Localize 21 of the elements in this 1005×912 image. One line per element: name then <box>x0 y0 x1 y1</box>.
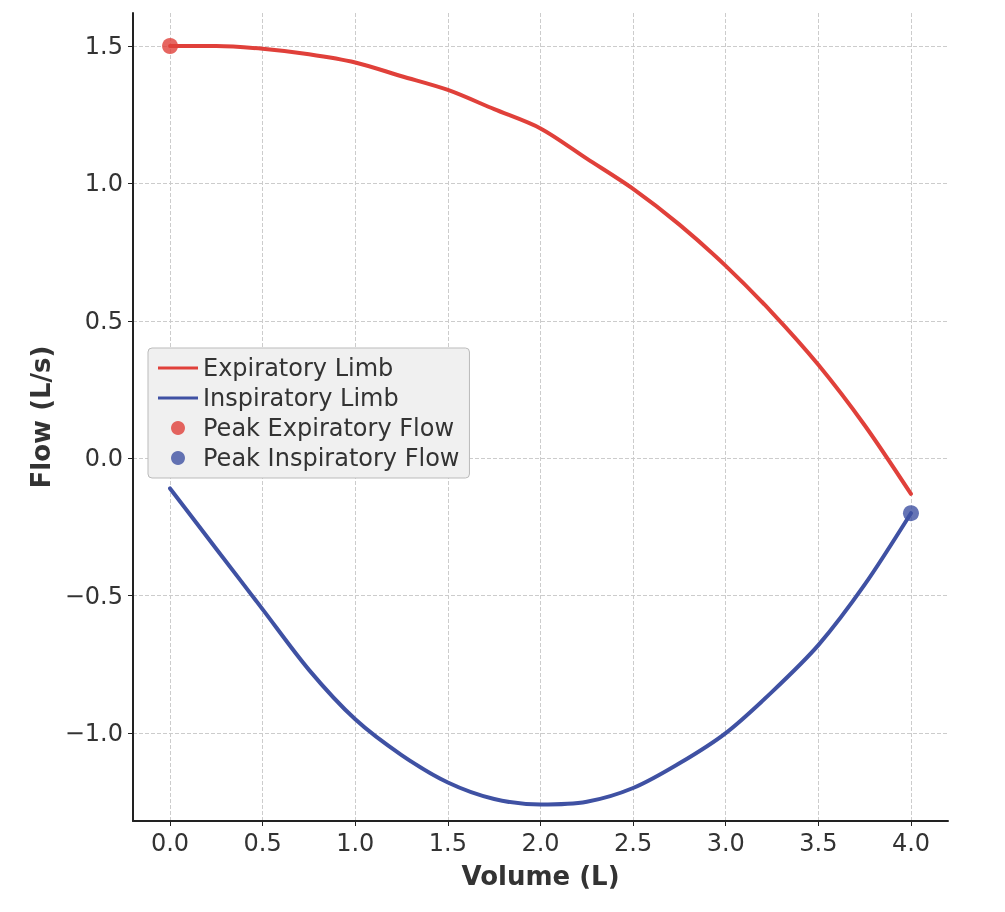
y-tick-label: −0.5 <box>64 581 123 610</box>
x-tick-label: 4.0 <box>891 829 931 857</box>
legend-label: Peak Expiratory Flow <box>203 414 455 442</box>
x-tick-label: 3.5 <box>799 829 838 857</box>
legend-label: Inspiratory Limb <box>203 384 399 412</box>
y-tick-label: −1.0 <box>64 719 123 748</box>
x-tick-label: 0.0 <box>150 829 190 857</box>
y-tick-label: 0.0 <box>84 444 123 473</box>
x-tick-label: 2.5 <box>614 829 653 857</box>
y-tick-label: 1.5 <box>84 31 123 60</box>
x-tick-label: 0.5 <box>243 829 282 857</box>
x-tick-label: 2.0 <box>521 829 560 857</box>
y-tick-label: 1.0 <box>84 169 123 198</box>
x-tick-label: 3.0 <box>706 829 745 857</box>
x-tick-label: 1.5 <box>428 829 467 857</box>
y-tick-label: 0.5 <box>84 306 123 335</box>
legend-label: Expiratory Limb <box>203 354 394 382</box>
x-axis-title: Volume (L) <box>461 861 620 891</box>
legend-label: Peak Inspiratory Flow <box>203 444 460 472</box>
x-tick-label: 1.0 <box>336 829 375 857</box>
y-axis-title: Flow (L/s) <box>25 345 56 489</box>
